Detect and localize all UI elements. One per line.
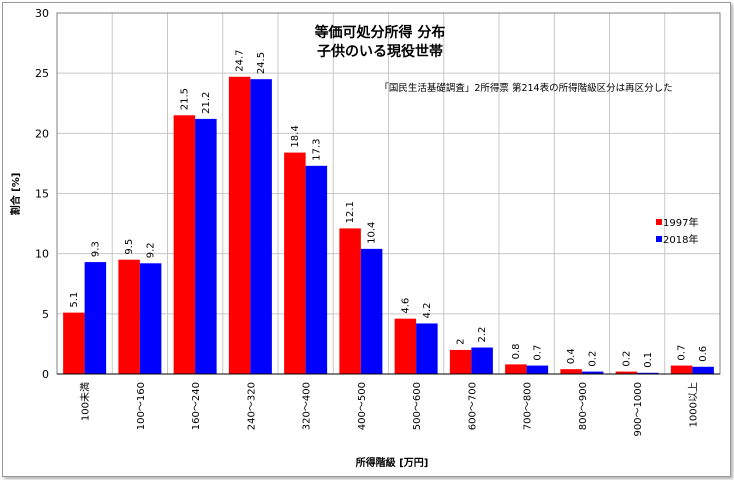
x-tick-label: 500～600: [412, 382, 423, 430]
y-tick-label: 30: [35, 7, 49, 20]
data-label: 18.4: [290, 125, 301, 147]
y-tick-label: 20: [35, 127, 49, 140]
x-tick-label: 160～240: [191, 382, 202, 430]
x-tick-label: 100未満: [80, 382, 92, 421]
bar-layer: [63, 76, 714, 375]
bar-1997年-1000以上: [670, 365, 693, 374]
bar-1997年-400～500: [339, 228, 361, 374]
bar-2018年-600～700: [471, 347, 493, 374]
legend-swatch-1997: [656, 219, 662, 225]
y-tick-label: 10: [35, 248, 49, 261]
y-tick-label: 5: [42, 308, 49, 321]
bar-1997年-160～240: [173, 115, 196, 375]
x-tick-label: 400～500: [357, 382, 368, 430]
data-label: 4.6: [400, 298, 411, 314]
data-label: 4.2: [422, 303, 433, 319]
data-label: 0.2: [588, 351, 599, 367]
chart-title: 等価可処分所得 分布: [315, 24, 446, 41]
bar-2018年-1000以上: [692, 366, 714, 374]
data-label: 0.1: [643, 352, 654, 368]
data-label: 10.4: [367, 222, 378, 244]
data-label-layer: 5.1 9.5 21.5 24.7 18.4 12.1 4.6 2 0.8 0.4 0.2 0.7 9.…: [69, 50, 709, 368]
x-tick-label: 800～900: [578, 382, 589, 430]
x-tick-label: 600～700: [467, 382, 478, 430]
x-tick-label: 700～800: [523, 382, 534, 430]
x-tick-label: 1000以上: [687, 382, 699, 427]
bar-1997年-240～320: [228, 76, 251, 374]
bar-2018年-100未満: [84, 262, 107, 374]
bar-2018年-800～900: [581, 371, 604, 374]
bar-2018年-500～600: [416, 323, 438, 374]
data-label: 0.2: [621, 351, 632, 367]
y-tick-label: 15: [35, 188, 49, 201]
bar-1997年-320～400: [284, 152, 306, 374]
bar-1997年-100未満: [63, 312, 85, 374]
bar-2018年-100～160: [139, 263, 162, 374]
bar-1997年-800～900: [560, 369, 582, 374]
data-label: 2: [456, 339, 467, 345]
bar-1997年-600～700: [449, 349, 472, 374]
bar-2018年-240～320: [250, 79, 272, 374]
data-label: 0.7: [532, 345, 543, 361]
data-label: 24.7: [235, 50, 246, 72]
axis-layer: 0 5 10 15 20 25 30 100未満 100～160 160～240 240～320 32…: [35, 7, 721, 437]
x-tick-label: 240～320: [246, 382, 257, 430]
data-label: 9.2: [146, 242, 157, 258]
legend: 1997年 2018年: [656, 216, 698, 246]
data-label: 21.2: [201, 92, 212, 114]
data-label: 0.7: [677, 345, 688, 361]
bar-2018年-160～240: [195, 118, 217, 374]
bar-2018年-320～400: [305, 165, 328, 374]
bar-2018年-900～1000: [637, 372, 659, 374]
legend-swatch-2018: [656, 236, 662, 242]
data-label: 0.4: [566, 348, 577, 364]
data-label: 17.3: [311, 139, 322, 161]
data-label: 2.2: [477, 327, 488, 343]
chart-subtitle: 子供のいる現役世帯: [317, 43, 443, 60]
bar-2018年-700～800: [526, 365, 549, 374]
bar-1997年-700～800: [505, 364, 527, 374]
data-label: 9.3: [90, 241, 101, 257]
x-tick-label: 900～1000: [633, 382, 644, 437]
y-tick-label: 25: [35, 67, 49, 80]
x-tick-label: 320～400: [302, 382, 313, 430]
legend-label-2018: 2018年: [663, 233, 698, 246]
bar-2018年-400～500: [360, 248, 383, 374]
bar-1997年-900～1000: [615, 371, 638, 374]
bar-1997年-500～600: [394, 318, 417, 374]
data-label: 5.1: [69, 292, 80, 308]
chart-note: 「国民生活基礎調査」2所得票 第214表の所得階級区分は再区分した: [379, 82, 672, 94]
x-tick-label: 100～160: [136, 382, 147, 430]
y-tick-label: 0: [42, 368, 49, 381]
x-axis-label: 所得階級 [万円]: [356, 456, 429, 469]
data-label: 9.5: [124, 239, 135, 255]
data-label: 12.1: [345, 201, 356, 223]
y-axis-label: 割合 [%]: [9, 173, 22, 216]
data-label: 0.8: [511, 343, 522, 359]
bar-1997年-100～160: [118, 259, 140, 374]
data-label: 24.5: [256, 52, 267, 74]
data-label: 0.6: [698, 346, 709, 362]
legend-label-1997: 1997年: [663, 216, 698, 229]
data-label: 21.5: [179, 88, 190, 110]
